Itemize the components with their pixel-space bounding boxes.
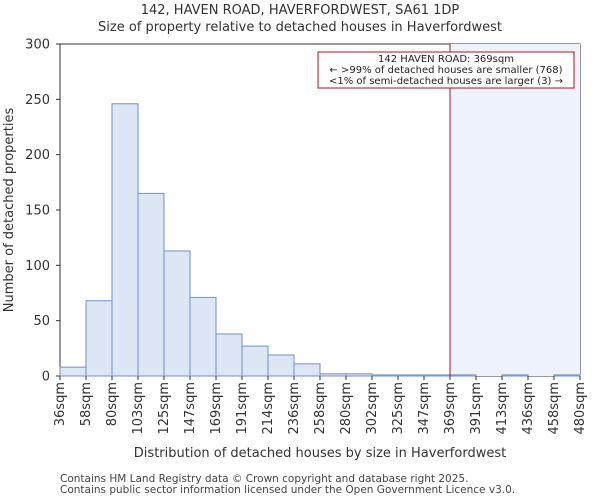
x-tick-label: 236sqm [287, 382, 302, 435]
x-tick-label: 369sqm [443, 382, 458, 435]
y-tick-label: 50 [33, 314, 50, 329]
histogram-chart: 142 HAVEN ROAD: 369sqm← >99% of detached… [2, 38, 588, 462]
annotation-box [317, 51, 575, 89]
chart-subtitle: Size of property relative to detached ho… [98, 20, 502, 35]
x-tick-label: 480sqm [573, 382, 588, 435]
x-tick-label: 191sqm [235, 382, 250, 435]
bar-103sqm [137, 192, 165, 377]
bar-347sqm [423, 374, 451, 377]
y-tick-label: 150 [25, 204, 50, 219]
bar-147sqm [189, 296, 217, 377]
y-axis-label: Number of detached properties [2, 108, 17, 313]
x-tick-label: 80sqm [105, 382, 120, 426]
bar-236sqm [293, 363, 321, 377]
x-tick-label: 169sqm [209, 382, 224, 435]
highlight-region [450, 44, 580, 376]
x-tick-label: 214sqm [261, 382, 276, 435]
chart-title: 142, HAVEN ROAD, HAVERFORDWEST, SA61 1DP [140, 3, 460, 18]
bar-302sqm [371, 374, 399, 377]
y-tick-label: 250 [25, 93, 50, 108]
bar-191sqm [241, 345, 269, 377]
x-tick-label: 302sqm [365, 382, 380, 435]
annotation-line-3: <1% of semi-detached houses are larger (… [329, 76, 563, 87]
x-tick-label: 436sqm [521, 382, 536, 435]
y-tick-label: 200 [25, 148, 50, 163]
bar-125sqm [163, 250, 191, 377]
x-axis-label: Distribution of detached houses by size … [134, 446, 506, 461]
bar-258sqm [319, 373, 347, 377]
annotation-line-2: ← >99% of detached houses are smaller (7… [329, 65, 562, 76]
x-tick-label: 258sqm [313, 382, 328, 435]
bar-280sqm [345, 373, 373, 377]
bar-214sqm [267, 354, 295, 377]
bar-458sqm [553, 374, 581, 377]
y-tick-label: 100 [25, 259, 50, 274]
x-tick-label: 347sqm [417, 382, 432, 435]
bar-58sqm [85, 300, 113, 377]
x-tick-label: 413sqm [495, 382, 510, 435]
y-tick-label: 0 [42, 370, 50, 385]
bar-413sqm [501, 374, 529, 377]
x-tick-label: 58sqm [79, 382, 94, 426]
bar-80sqm [111, 103, 139, 377]
bar-325sqm [397, 374, 425, 377]
bar-36sqm [59, 366, 87, 377]
bar-169sqm [215, 333, 243, 377]
x-tick-label: 325sqm [391, 382, 406, 435]
x-tick-label: 125sqm [157, 382, 172, 435]
annotation-line-1: 142 HAVEN ROAD: 369sqm [378, 54, 514, 65]
x-tick-label: 103sqm [131, 382, 146, 435]
y-tick-label: 300 [25, 38, 50, 53]
x-tick-label: 280sqm [339, 382, 354, 435]
x-tick-label: 36sqm [53, 382, 68, 426]
x-tick-label: 458sqm [547, 382, 562, 435]
footer-licence: Contains public sector information licen… [60, 484, 516, 496]
x-tick-label: 147sqm [183, 382, 198, 435]
footer-copyright: Contains HM Land Registry data © Crown c… [60, 473, 469, 485]
x-tick-label: 391sqm [469, 382, 484, 435]
bar-369sqm [449, 374, 477, 377]
